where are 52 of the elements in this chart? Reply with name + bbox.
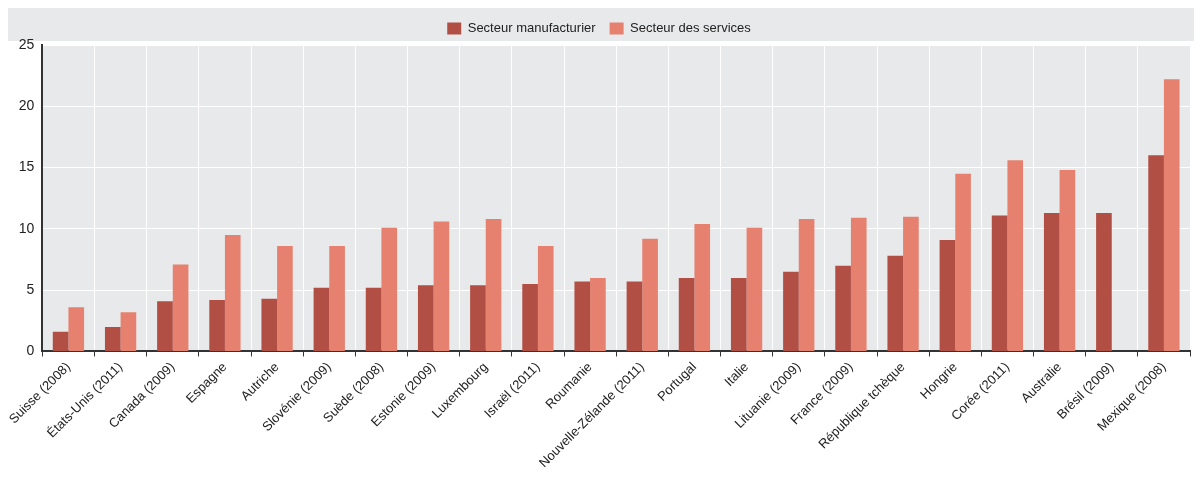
bar (120, 312, 137, 351)
bar (329, 246, 345, 351)
bar (261, 298, 278, 351)
bar (68, 307, 85, 351)
bar (678, 277, 695, 351)
bar (1096, 212, 1112, 351)
x-tick-label: Italie (721, 359, 752, 390)
legend-label: Secteur des services (630, 20, 752, 36)
bar (1007, 160, 1024, 351)
bar (850, 217, 867, 351)
bar (277, 246, 293, 351)
bar (172, 264, 189, 351)
bar (52, 331, 69, 351)
bar (522, 284, 538, 351)
bar (798, 219, 815, 351)
bar (381, 227, 398, 351)
bar (365, 287, 382, 351)
bar (746, 227, 763, 351)
bar (955, 173, 971, 351)
bar (730, 277, 747, 351)
bar (209, 299, 225, 351)
bar (694, 223, 711, 351)
bar (590, 277, 606, 351)
legend-label: Secteur manufacturier (467, 20, 597, 36)
bar (157, 301, 173, 351)
bar (485, 219, 502, 351)
bar (433, 221, 450, 351)
bar (783, 271, 799, 351)
bar (574, 281, 591, 351)
bar (1163, 79, 1180, 351)
bar (1043, 212, 1060, 351)
bar (991, 215, 1008, 351)
y-tick-label: 20 (18, 97, 35, 114)
bar (470, 285, 486, 351)
bar (887, 255, 904, 351)
bar (1148, 155, 1164, 351)
y-tick-label: 15 (18, 158, 35, 175)
bar (417, 285, 434, 351)
y-tick-label: 5 (26, 281, 35, 298)
y-tick-label: 0 (26, 342, 35, 359)
bar (313, 287, 330, 351)
bar (1059, 170, 1076, 351)
bar (626, 281, 643, 351)
y-tick-label: 10 (18, 219, 35, 236)
bar (835, 265, 851, 351)
bar (104, 326, 121, 351)
bar (224, 235, 241, 351)
bar (903, 216, 919, 351)
y-tick-label: 25 (18, 35, 35, 52)
bar (642, 238, 658, 351)
bar (939, 239, 956, 351)
bar (537, 246, 554, 351)
